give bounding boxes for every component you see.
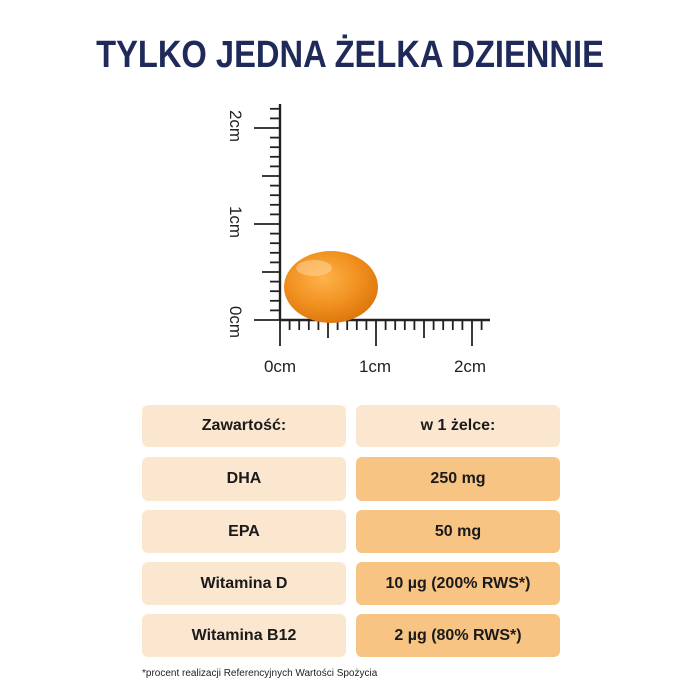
table-row-value: 250 mg xyxy=(356,457,560,501)
table-row-name: Witamina D xyxy=(142,562,346,605)
table-row-value: 2 µg (80% RWS*) xyxy=(356,614,560,657)
x-label-2: 2cm xyxy=(454,357,486,376)
y-label-2: 2cm xyxy=(226,110,245,142)
table-header-amount: w 1 żelce: xyxy=(356,405,560,447)
table-row-name: EPA xyxy=(142,510,346,553)
y-label-0: 0cm xyxy=(226,306,245,338)
gummy-icon xyxy=(284,251,378,323)
table-row-name: DHA xyxy=(142,457,346,501)
x-label-0: 0cm xyxy=(264,357,296,376)
table-row-value: 50 mg xyxy=(356,510,560,553)
x-label-1: 1cm xyxy=(359,357,391,376)
page-title: TYLKO JEDNA ŻELKA DZIENNIE xyxy=(96,34,604,76)
size-ruler: 0cm 1cm 2cm 0cm 1cm 2cm xyxy=(226,104,490,376)
table-row-name: Witamina B12 xyxy=(142,614,346,657)
ruler-ticks xyxy=(254,107,483,346)
footnote: *procent realizacji Referencyjnych Warto… xyxy=(142,668,378,679)
table-row-value: 10 µg (200% RWS*) xyxy=(356,562,560,605)
y-label-1: 1cm xyxy=(226,206,245,238)
table-header-content: Zawartość: xyxy=(142,405,346,447)
